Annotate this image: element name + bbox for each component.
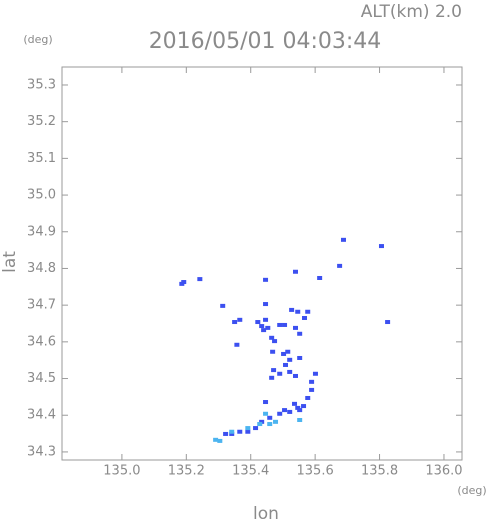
- echo-pixel: [261, 328, 267, 333]
- echo-pixel: [273, 419, 279, 424]
- echo-pixel: [265, 325, 271, 330]
- echo-pixel: [305, 395, 311, 400]
- echo-pixel: [267, 415, 273, 420]
- echo-pixel: [301, 404, 307, 409]
- echo-pixel: [302, 315, 308, 320]
- echo-pixel: [245, 429, 251, 434]
- x-tick-label: 135.8: [361, 464, 398, 479]
- echo-pixel: [269, 335, 275, 340]
- echo-pixel: [272, 339, 278, 344]
- echo-pixel: [385, 320, 391, 325]
- echo-pixel: [229, 429, 235, 434]
- echo-pixel: [223, 431, 229, 436]
- echo-pixel: [255, 320, 261, 325]
- echo-pixel: [292, 325, 298, 330]
- y-unit: (deg): [23, 33, 52, 46]
- echo-pixel: [297, 408, 303, 413]
- echo-pixel: [269, 375, 275, 380]
- echo-pixel: [259, 324, 265, 329]
- echo-pixel: [309, 379, 315, 384]
- echo-pixel: [263, 317, 269, 322]
- echo-pixel: [277, 411, 283, 416]
- echo-pixel: [237, 429, 243, 434]
- echo-pixel: [234, 342, 240, 347]
- echo-pixel: [263, 302, 269, 307]
- echo-pixel: [263, 400, 269, 405]
- echo-pixel: [297, 355, 303, 360]
- echo-pixel: [253, 426, 259, 431]
- echo-pixel: [283, 362, 289, 367]
- echo-pixel: [285, 349, 291, 354]
- echo-pixel: [232, 320, 238, 325]
- echo-pixel: [263, 277, 269, 282]
- echo-pixel: [292, 373, 298, 378]
- y-tick-label: 35.1: [27, 151, 56, 166]
- y-axis-label: lat: [0, 251, 20, 273]
- echo-pixel: [309, 387, 315, 392]
- y-tick-label: 34.3: [27, 444, 56, 459]
- echo-pixel: [281, 351, 287, 356]
- echo-pixel: [229, 431, 235, 436]
- x-tick-label: 136.0: [425, 464, 462, 479]
- echo-pixel: [337, 263, 343, 268]
- echo-pixel: [287, 409, 293, 414]
- x-axis-label: lon: [253, 504, 279, 521]
- x-tick-label: 135.0: [103, 464, 140, 479]
- y-tick-label: 34.5: [27, 371, 56, 386]
- echo-pixel: [292, 269, 298, 274]
- echo-pixel: [237, 317, 243, 322]
- echo-pixel: [297, 418, 303, 423]
- x-tick-label: 135.2: [168, 464, 205, 479]
- echo-pixel: [297, 331, 303, 336]
- y-tick-label: 34.9: [27, 224, 56, 239]
- x-tick-label: 135.6: [297, 464, 334, 479]
- echo-pixel: [292, 401, 298, 406]
- echo-pixel: [317, 275, 323, 280]
- echo-pixel: [340, 237, 346, 242]
- echo-pixel: [245, 426, 251, 431]
- echo-pixel: [282, 408, 288, 413]
- y-tick-label: 34.7: [27, 298, 56, 313]
- echo-pixel: [271, 368, 277, 373]
- y-tick-label: 35.3: [27, 77, 56, 92]
- x-tick-label: 135.4: [232, 464, 269, 479]
- chart-title: 2016/05/01 04:03:44: [149, 29, 382, 54]
- echo-pixel: [277, 322, 283, 327]
- echo-pixel: [295, 405, 301, 410]
- echo-pixel: [257, 422, 263, 427]
- echo-pixel: [305, 309, 311, 314]
- echo-pixel: [181, 280, 187, 285]
- echo-pixel: [197, 277, 203, 282]
- subtitle: ALT(km) 2.0: [361, 2, 462, 22]
- echo-pixel: [213, 437, 219, 442]
- plot-frame: [61, 66, 463, 461]
- echo-pixel: [287, 357, 293, 362]
- echo-pixel: [263, 411, 269, 416]
- y-tick-label: 35.2: [27, 114, 56, 129]
- y-tick-label: 34.4: [27, 408, 56, 423]
- echo-pixel: [270, 349, 276, 354]
- y-tick-label: 34.6: [27, 334, 56, 349]
- echo-pixel: [259, 419, 265, 424]
- echo-pixel: [282, 322, 288, 327]
- echo-pixel: [277, 371, 283, 376]
- echo-pixel: [217, 438, 223, 443]
- echo-pixel: [267, 422, 273, 427]
- echo-pixel: [220, 303, 226, 308]
- echo-pixel: [312, 371, 318, 376]
- x-unit: (deg): [457, 484, 486, 497]
- y-tick-label: 35.0: [27, 188, 56, 203]
- echo-pixel: [289, 307, 295, 312]
- echo-pixel: [295, 309, 301, 314]
- echo-pixel: [378, 244, 384, 249]
- y-tick-label: 34.8: [27, 261, 56, 276]
- echo-pixel: [287, 369, 293, 374]
